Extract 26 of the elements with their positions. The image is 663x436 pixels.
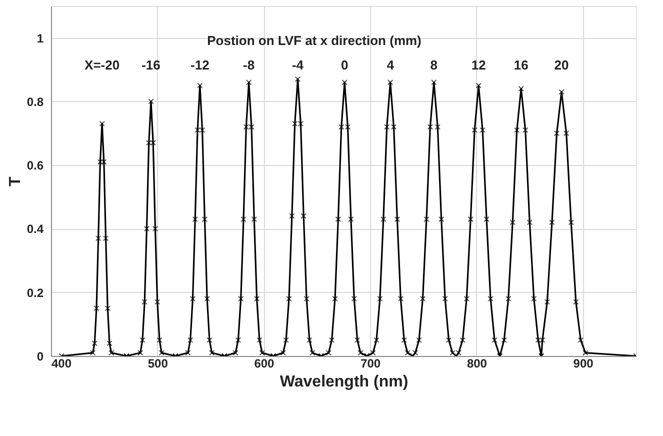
annotation: 4 (386, 58, 395, 72)
annotation: 20 (554, 58, 569, 72)
annotation: -12 (190, 58, 210, 72)
y-tick-label: 1 (36, 31, 44, 46)
x-tick-label: 600 (254, 356, 275, 370)
annotation: -8 (243, 58, 255, 72)
y-tick-label: 0 (36, 350, 44, 364)
x-tick-label: 900 (573, 356, 594, 370)
y-axis-title: T (6, 176, 24, 186)
annotation: 8 (430, 58, 438, 72)
annotation: -4 (292, 58, 304, 72)
annotation: -16 (142, 58, 160, 72)
y-tick-label: 0.4 (26, 222, 44, 236)
x-tick-label: 400 (52, 356, 72, 370)
x-axis-title: Wavelength (nm) (280, 374, 408, 390)
x-tick-label: 700 (360, 356, 381, 370)
y-tick-label: 0.8 (26, 94, 44, 109)
y-tick-label: 0.2 (26, 286, 44, 300)
x-tick-label: 500 (148, 356, 168, 370)
annotation: Postion on LVF at x direction (mm) (207, 33, 422, 48)
x-tick-label: 800 (466, 356, 488, 370)
annotation: X=-20 (84, 58, 120, 72)
annotation: 16 (514, 58, 528, 72)
annotation: 12 (471, 58, 486, 72)
y-tick-label: 0.6 (26, 158, 44, 173)
annotation: 0 (340, 58, 348, 72)
